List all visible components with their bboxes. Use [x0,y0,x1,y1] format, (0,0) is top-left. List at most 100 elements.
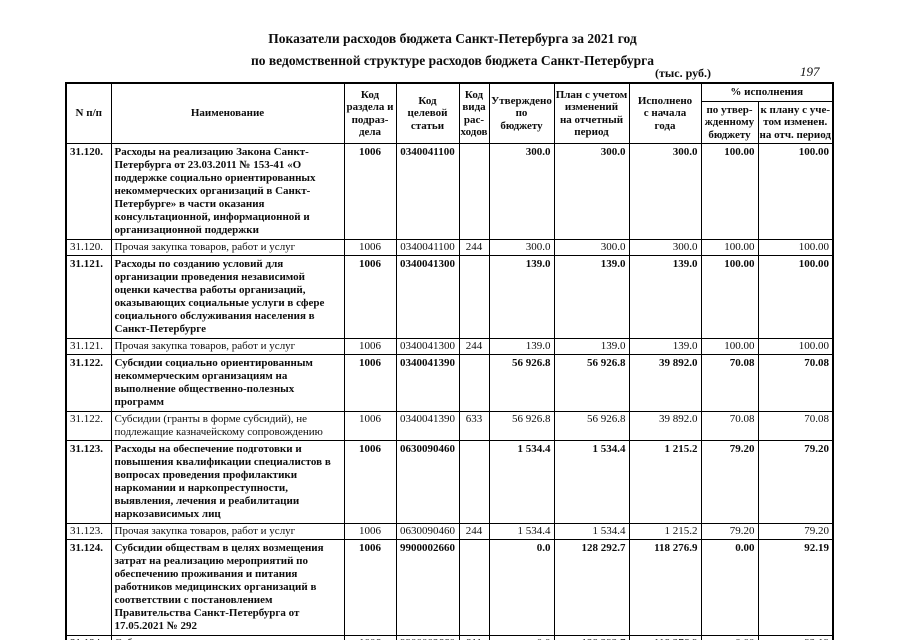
row-number: 31.123. [65,523,112,540]
row-number: 31.120. [65,239,112,256]
row-approved: 0.0 [488,539,555,636]
row-approved: 56 926.8 [488,411,555,441]
row-section-code: 1006 [343,523,397,540]
row-kind-code: 244 [458,523,490,540]
row-name: Прочая закупка товаров, работ и услуг [110,239,345,256]
row-executed: 118 276.9 [628,635,702,640]
row-pct-plan: 70.08 [757,411,834,441]
table-row: 31.124. Субсидии на возмещение недополуч… [65,635,834,640]
row-name: Субсидии обществам в целях возмещения за… [110,539,345,636]
row-name: Расходы на обеспечение подготовки и повы… [110,440,345,524]
row-executed: 300.0 [628,239,702,256]
header-kind-code: Код вида рас- ходов [458,82,490,144]
row-executed: 1 215.2 [628,440,702,524]
row-plan: 56 926.8 [553,411,630,441]
row-number: 31.123. [65,440,112,524]
row-target-code: 9900002660 [395,635,460,640]
row-pct-plan: 92.19 [757,539,834,636]
header-target-code: Код целевой статьи [395,82,460,144]
row-executed: 118 276.9 [628,539,702,636]
row-approved: 139.0 [488,255,555,339]
row-pct-plan: 92.19 [757,635,834,640]
header-percent-group: % исполнения [700,82,834,102]
row-section-code: 1006 [343,440,397,524]
row-target-code: 0340041100 [395,143,460,240]
budget-table: N п/п Наименование Код раздела и подраз-… [65,82,834,640]
row-approved: 1 534.4 [488,440,555,524]
row-target-code: 0630090460 [395,440,460,524]
header-num: N п/п [65,82,112,144]
header-plan: План с учетом изменений на отчетный пери… [553,82,630,144]
row-number: 31.122. [65,411,112,441]
row-plan: 1 534.4 [553,440,630,524]
document-title-line2: по ведомственной структуре расходов бюдж… [250,53,655,68]
row-name: Прочая закупка товаров, работ и услуг [110,523,345,540]
row-pct-approved: 79.20 [700,523,759,540]
row-pct-approved: 70.08 [700,411,759,441]
table-body: 31.120. Расходы на реализацию Закона Сан… [65,143,834,640]
document-title: Показатели расходов бюджета Санкт-Петерб… [0,28,905,72]
row-target-code: 9900002660 [395,539,460,636]
row-name: Субсидии (гранты в форме субсидий), не п… [110,411,345,441]
row-kind-code: 244 [458,338,490,355]
row-number: 31.124. [65,539,112,636]
header-section-code: Код раздела и подраз- дела [343,82,397,144]
row-plan: 128 292.7 [553,539,630,636]
row-plan: 139.0 [553,338,630,355]
row-pct-plan: 100.00 [757,338,834,355]
row-number: 31.122. [65,354,112,412]
header-executed: Исполнено с начала года [628,82,702,144]
row-name: Субсидии социально ориентированным неком… [110,354,345,412]
row-section-code: 1006 [343,338,397,355]
row-pct-approved: 0.00 [700,539,759,636]
units-note: (тыс. руб.) [655,66,711,80]
table-row: 31.121. Расходы по созданию условий для … [65,255,834,339]
table-row: 31.124. Субсидии обществам в целях возме… [65,539,834,636]
row-pct-approved: 100.00 [700,143,759,240]
table-row: 31.122. Субсидии социально ориентированн… [65,354,834,412]
row-executed: 139.0 [628,338,702,355]
row-target-code: 0630090460 [395,523,460,540]
document-title-line1: Показатели расходов бюджета Санкт-Петерб… [268,31,637,46]
header-percent-plan: к плану с уче- том изменен. на отч. пери… [757,100,834,144]
row-kind-code [458,440,490,524]
row-number: 31.120. [65,143,112,240]
table-header: N п/п Наименование Код раздела и подраз-… [65,82,834,144]
row-pct-approved: 100.00 [700,239,759,256]
row-plan: 139.0 [553,255,630,339]
header-name: Наименование [110,82,345,144]
row-pct-plan: 79.20 [757,523,834,540]
row-target-code: 0340041390 [395,411,460,441]
row-target-code: 0340041300 [395,338,460,355]
row-pct-approved: 70.08 [700,354,759,412]
row-target-code: 0340041100 [395,239,460,256]
row-kind-code [458,354,490,412]
row-pct-plan: 70.08 [757,354,834,412]
row-target-code: 0340041300 [395,255,460,339]
row-number: 31.124. [65,635,112,640]
row-name: Расходы на реализацию Закона Санкт-Петер… [110,143,345,240]
row-approved: 0.0 [488,635,555,640]
row-pct-approved: 100.00 [700,255,759,339]
table-row: 31.123. Прочая закупка товаров, работ и … [65,523,834,540]
row-kind-code: 244 [458,239,490,256]
row-section-code: 1006 [343,411,397,441]
row-name: Субсидии на возмещение недополученных до… [110,635,345,640]
header-percent-approved: по утвер- жденному бюджету [700,100,759,144]
row-approved: 56 926.8 [488,354,555,412]
row-kind-code: 633 [458,411,490,441]
row-executed: 39 892.0 [628,411,702,441]
row-section-code: 1006 [343,354,397,412]
row-kind-code [458,539,490,636]
row-section-code: 1006 [343,635,397,640]
row-executed: 39 892.0 [628,354,702,412]
row-executed: 139.0 [628,255,702,339]
row-plan: 300.0 [553,143,630,240]
row-pct-approved: 79.20 [700,440,759,524]
row-section-code: 1006 [343,539,397,636]
row-approved: 1 534.4 [488,523,555,540]
row-pct-approved: 0.00 [700,635,759,640]
row-target-code: 0340041390 [395,354,460,412]
table-row: 31.123. Расходы на обеспечение подготовк… [65,440,834,524]
